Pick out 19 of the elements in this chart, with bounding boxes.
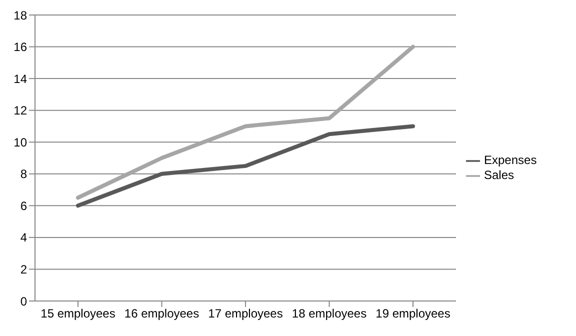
x-tick-label: 16 employees (124, 306, 200, 321)
y-tick-label: 14 (14, 72, 28, 86)
y-tick-label: 16 (14, 40, 28, 54)
y-tick-label: 8 (20, 167, 28, 182)
y-tick-label: 4 (20, 230, 28, 245)
x-tick-label: 15 employees (40, 306, 116, 321)
y-tick-label: 2 (20, 262, 28, 276)
y-tick-label: 12 (14, 104, 28, 118)
y-tick-label: 6 (20, 198, 28, 213)
x-tick-label: 18 employees (292, 306, 367, 321)
y-tick-label: 10 (14, 135, 28, 150)
line-series (76, 124, 415, 208)
x-tick-label: 17 employees (208, 306, 283, 321)
line-series (76, 44, 415, 200)
y-tick-label: 0 (20, 294, 28, 308)
x-tick-label: 19 employees (376, 306, 450, 321)
legend-label: Expenses (484, 153, 537, 168)
legend-label: Sales (484, 168, 514, 182)
y-tick-label: 18 (14, 8, 28, 22)
